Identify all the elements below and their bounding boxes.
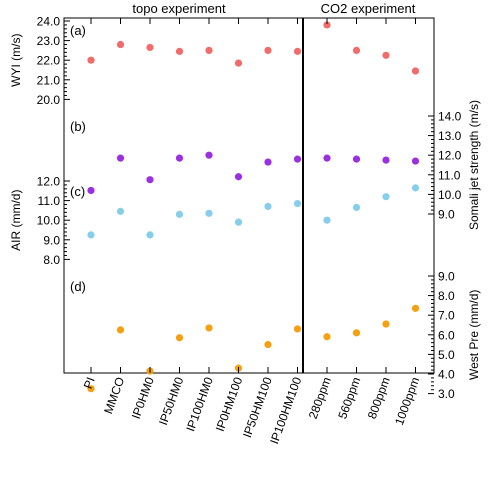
point-c-280ppm bbox=[323, 216, 331, 224]
tick-label-a-4: 24.0 bbox=[37, 15, 61, 29]
axis-title-b: Somali jet strength (m/s) bbox=[467, 100, 481, 230]
tick-label-b-1: 10.0 bbox=[438, 188, 462, 202]
axis-title-a: WYI (m/s) bbox=[9, 34, 23, 87]
point-a-IP100HM100 bbox=[293, 47, 302, 55]
tick-label-c-2: 10.0 bbox=[37, 214, 61, 228]
point-d-560ppm bbox=[352, 329, 361, 337]
x-tick-label-1000ppm: 1000ppm bbox=[392, 375, 422, 427]
point-c-IP0HM0 bbox=[146, 231, 154, 239]
point-a-280ppm bbox=[323, 21, 331, 29]
point-c-PI bbox=[87, 231, 95, 239]
point-d-800ppm bbox=[382, 320, 390, 328]
point-c-IP50HM0 bbox=[175, 210, 184, 218]
point-a-IP50HM0 bbox=[175, 47, 184, 55]
point-d-280ppm bbox=[323, 333, 331, 341]
tick-label-b-5: 14.0 bbox=[438, 110, 462, 124]
panel-label-d: (d) bbox=[70, 279, 86, 294]
point-c-MMCO bbox=[116, 207, 125, 215]
x-tick-label-IP0HM100: IP0HM100 bbox=[213, 375, 246, 433]
point-b-280ppm bbox=[323, 154, 331, 162]
point-a-MMCO bbox=[116, 40, 125, 49]
tick-label-b-2: 11.0 bbox=[438, 168, 461, 182]
tick-label-c-3: 11.0 bbox=[38, 194, 61, 208]
point-b-800ppm bbox=[382, 156, 390, 164]
tick-label-d-5: 8.0 bbox=[438, 289, 455, 303]
point-a-IP0HM0 bbox=[146, 43, 154, 52]
point-a-PI bbox=[87, 56, 95, 64]
point-a-1000ppm bbox=[411, 67, 420, 75]
tick-label-d-3: 6.0 bbox=[438, 328, 455, 342]
axis-title-c: AIR (mm/d) bbox=[9, 190, 23, 251]
x-tick-label-IP100HM0: IP100HM0 bbox=[183, 375, 216, 433]
tick-label-c-0: 8.0 bbox=[43, 253, 60, 267]
x-tick-label-IP0HM0: IP0HM0 bbox=[129, 375, 157, 421]
point-b-IP50HM0 bbox=[175, 154, 184, 162]
point-d-1000ppm bbox=[411, 304, 420, 312]
header-topo-experiment: topo experiment bbox=[132, 1, 226, 16]
axes: 20.0 21.0 22.0 23.0 24.0 WYI (m/s) 9.0 10.0 11.0… bbox=[9, 15, 481, 402]
point-c-IP50HM100 bbox=[264, 202, 272, 211]
point-b-560ppm bbox=[352, 155, 361, 163]
point-a-800ppm bbox=[382, 51, 390, 59]
tick-label-d-2: 5.0 bbox=[438, 348, 455, 362]
panel-label-b: (b) bbox=[70, 119, 86, 134]
point-a-IP100HM0 bbox=[205, 46, 213, 55]
x-tick-label-PI: PI bbox=[81, 375, 98, 390]
x-axis: PI MMCO IP0HM0 IP50HM0IP100HM0IP0HM100IP50H… bbox=[81, 18, 422, 446]
x-tick-label-MMCO: MMCO bbox=[101, 375, 127, 415]
tick-label-b-4: 13.0 bbox=[438, 129, 462, 143]
axis-title-d: West Pre (mm/d) bbox=[467, 290, 481, 380]
x-tick-label-800ppm: 800ppm bbox=[365, 375, 393, 421]
tick-label-d-6: 9.0 bbox=[438, 270, 455, 284]
tick-label-a-2: 22.0 bbox=[37, 54, 61, 68]
tick-label-a-0: 20.0 bbox=[37, 93, 61, 107]
tick-label-d-0: 3.0 bbox=[438, 387, 455, 401]
point-a-IP50HM100 bbox=[264, 46, 272, 55]
point-b-IP100HM0 bbox=[205, 151, 213, 159]
point-b-IP50HM100 bbox=[264, 158, 272, 166]
tick-label-d-4: 7.0 bbox=[438, 309, 455, 323]
point-c-IP0HM100 bbox=[234, 218, 243, 226]
panel-labels: (a) (b) (c) (d) bbox=[70, 23, 86, 294]
tick-label-c-1: 9.0 bbox=[43, 233, 60, 247]
point-b-PI bbox=[87, 186, 95, 195]
point-b-MMCO bbox=[116, 154, 125, 162]
tick-label-b-0: 9.0 bbox=[438, 208, 455, 222]
point-a-IP0HM100 bbox=[234, 59, 243, 67]
data-points bbox=[87, 21, 420, 393]
tick-label-d-1: 4.0 bbox=[438, 368, 455, 382]
plot-frame bbox=[63, 17, 435, 374]
panel-label-c: (c) bbox=[70, 184, 85, 199]
tick-label-b-3: 12.0 bbox=[438, 149, 462, 163]
tick-label-a-1: 21.0 bbox=[37, 73, 61, 87]
point-d-IP100HM0 bbox=[205, 324, 213, 332]
point-d-PI bbox=[87, 385, 95, 393]
point-c-1000ppm bbox=[411, 184, 420, 192]
point-b-IP0HM0 bbox=[146, 176, 154, 184]
point-c-560ppm bbox=[352, 203, 361, 212]
panel-label-a: (a) bbox=[70, 23, 86, 38]
x-tick-label-IP50HM0: IP50HM0 bbox=[156, 375, 186, 427]
point-b-1000ppm bbox=[411, 157, 420, 165]
point-a-560ppm bbox=[352, 46, 361, 55]
x-tick-label-560ppm: 560ppm bbox=[335, 375, 363, 421]
x-tick-label-280ppm: 280ppm bbox=[306, 375, 334, 421]
point-c-IP100HM0 bbox=[205, 209, 213, 217]
point-d-MMCO bbox=[116, 326, 125, 334]
header-co2-experiment: CO2 experiment bbox=[321, 1, 416, 16]
tick-label-a-3: 23.0 bbox=[37, 34, 61, 48]
point-b-IP100HM100 bbox=[293, 155, 302, 163]
point-c-IP100HM100 bbox=[293, 199, 302, 208]
point-c-800ppm bbox=[382, 193, 390, 201]
point-d-IP50HM100 bbox=[264, 341, 272, 349]
x-tick-label-IP50HM100: IP50HM100 bbox=[240, 375, 275, 440]
tick-label-c-4: 12.0 bbox=[37, 175, 61, 189]
point-d-IP100HM100 bbox=[293, 325, 302, 333]
point-d-IP50HM0 bbox=[175, 334, 184, 342]
point-b-IP0HM100 bbox=[234, 173, 243, 181]
